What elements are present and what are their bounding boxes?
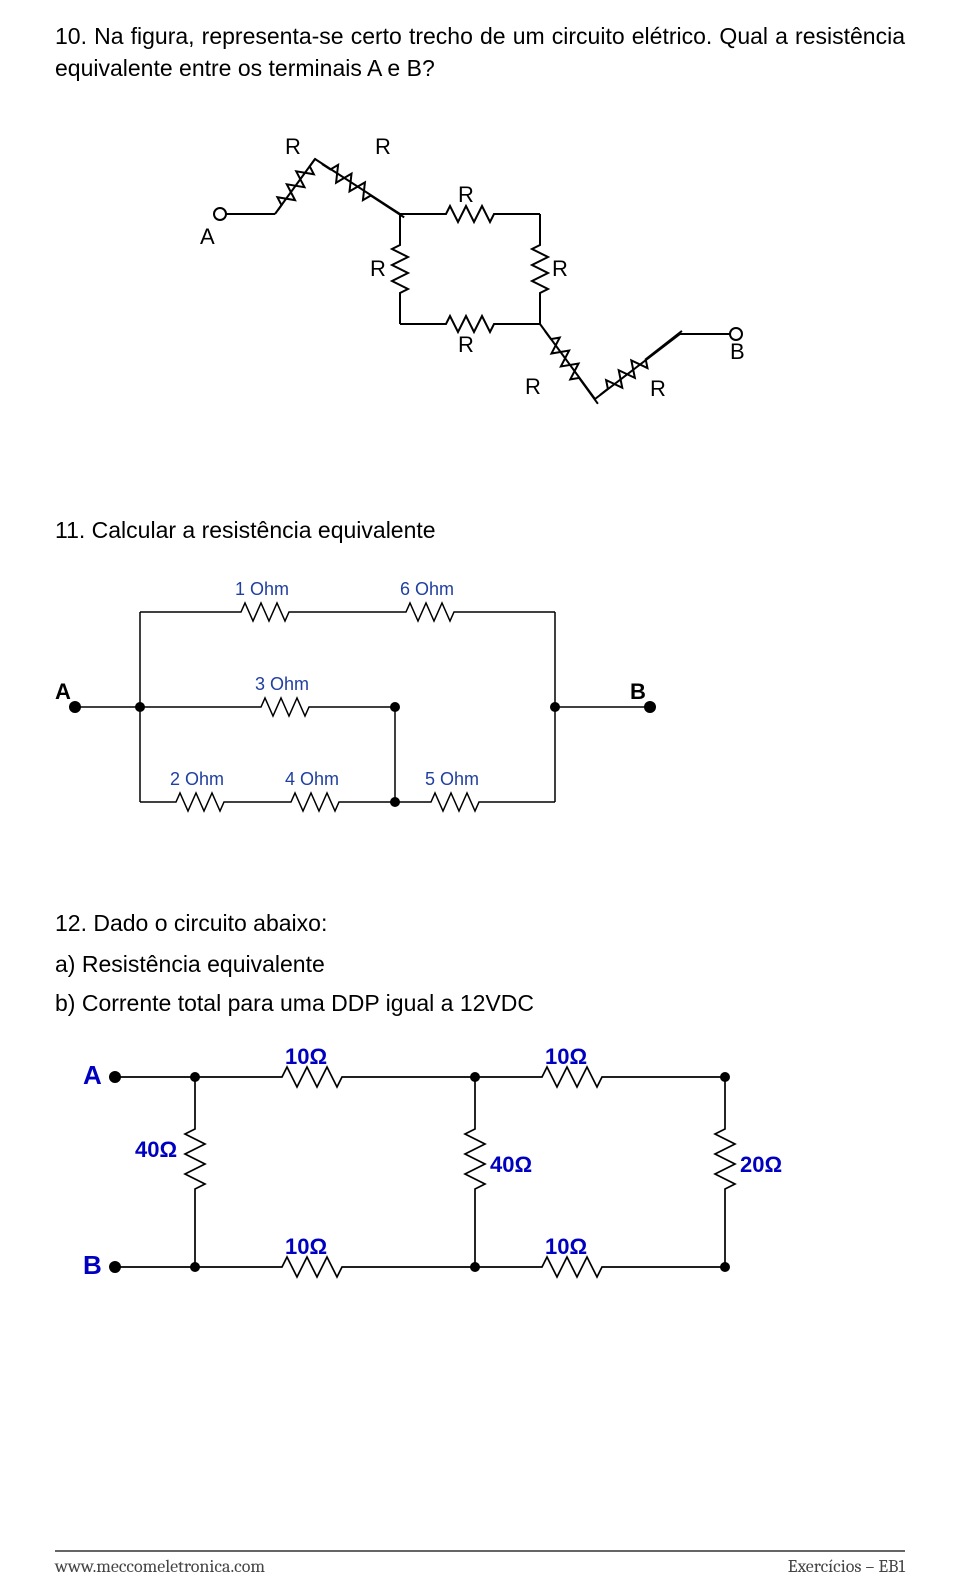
- r4-label: 4 Ohm: [285, 769, 339, 789]
- circuit-diagram-12: A B 40Ω 10Ω 10Ω: [75, 1042, 795, 1302]
- terminal-a-label: A: [83, 1060, 102, 1090]
- r1-label: 1 Ohm: [235, 579, 289, 599]
- r-label-5: R: [552, 256, 568, 281]
- terminal-a-label: A: [55, 679, 71, 704]
- r3-label: 3 Ohm: [255, 674, 309, 694]
- r-bot1-label: 10Ω: [285, 1234, 327, 1259]
- question-12-heading: 12. Dado o circuito abaixo:: [55, 907, 905, 939]
- r-bot2-label: 10Ω: [545, 1234, 587, 1259]
- r-left-label: 40Ω: [135, 1137, 177, 1162]
- r-mid-label: 40Ω: [490, 1152, 532, 1177]
- question-12-sub-b: b) Corrente total para uma DDP igual a 1…: [55, 990, 905, 1017]
- r-label-8: R: [650, 376, 666, 401]
- r-label-3: R: [458, 182, 474, 207]
- r5-label: 5 Ohm: [425, 769, 479, 789]
- r-label-2: R: [375, 134, 391, 159]
- question-10-text: 10. Na figura, representa-se certo trech…: [55, 20, 905, 84]
- r-right-label: 20Ω: [740, 1152, 782, 1177]
- r-label-1: R: [285, 134, 301, 159]
- terminal-b-label: B: [83, 1250, 102, 1280]
- footer-right: Exercícios – EB1: [788, 1556, 905, 1577]
- diagram-10-container: A R R R: [55, 124, 905, 444]
- terminal-b-label: B: [730, 339, 745, 364]
- circuit-diagram-10: A R R R: [200, 124, 760, 444]
- r2-label: 2 Ohm: [170, 769, 224, 789]
- r6-label: 6 Ohm: [400, 579, 454, 599]
- terminal-b-label: B: [630, 679, 646, 704]
- r-top2-label: 10Ω: [545, 1044, 587, 1069]
- terminal-a-label: A: [200, 224, 215, 249]
- footer-left: www.meccomeletronica.com: [55, 1556, 265, 1577]
- r-label-7: R: [525, 374, 541, 399]
- circuit-diagram-11: A B 1 Ohm 6 Ohm 3 Ohm: [55, 567, 695, 847]
- question-12-sub-a: a) Resistência equivalente: [55, 951, 905, 978]
- question-11-heading: 11. Calcular a resistência equivalente: [55, 514, 905, 546]
- r-top1-label: 10Ω: [285, 1044, 327, 1069]
- page-footer: www.meccomeletronica.com Exercícios – EB…: [55, 1550, 905, 1577]
- r-label-4: R: [370, 256, 386, 281]
- r-label-6: R: [458, 332, 474, 357]
